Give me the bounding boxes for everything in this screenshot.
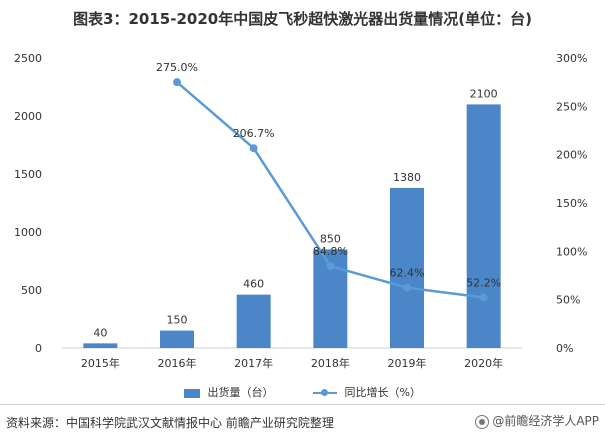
growth-point bbox=[249, 144, 258, 153]
legend-bar-swatch bbox=[184, 388, 201, 398]
growth-value-label: 84.8% bbox=[313, 245, 348, 258]
bar-value-label: 2100 bbox=[470, 87, 498, 100]
y-right-tick-label: 0% bbox=[556, 342, 573, 355]
legend-line-marker bbox=[313, 389, 338, 396]
y-left-tick-label: 2500 bbox=[14, 52, 42, 65]
x-tick-label: 2018年 bbox=[311, 356, 350, 370]
combo-chart: 0 500 1000 1500 2000 2500 0% 50% 100% 150% 200% 250… bbox=[14, 52, 587, 370]
y-right-tick-label: 200% bbox=[556, 149, 587, 162]
y-left-tick-label: 2000 bbox=[14, 110, 42, 123]
growth-value-label: 62.4% bbox=[390, 267, 425, 280]
watermark-logo-icon bbox=[475, 414, 490, 429]
growth-value-label: 275.0% bbox=[156, 61, 198, 74]
growth-point bbox=[403, 283, 411, 292]
chart-title: 图表3：2015-2020年中国皮飞秒超快激光器出货量情况(单位：台) bbox=[73, 10, 532, 28]
bar-value-label: 40 bbox=[93, 326, 107, 339]
x-tick-label: 2017年 bbox=[234, 356, 273, 370]
growth-point bbox=[479, 293, 488, 302]
legend-line-label: 同比增长（%） bbox=[344, 386, 421, 399]
legend-item-line: 同比增长（%） bbox=[313, 384, 421, 400]
y-left-tick-label: 500 bbox=[21, 284, 42, 297]
watermark: @前瞻经济学人APP bbox=[475, 412, 599, 429]
x-tick-label: 2015年 bbox=[81, 356, 120, 370]
bar-value-label: 1380 bbox=[393, 171, 421, 184]
y-right-tick-label: 250% bbox=[556, 100, 587, 113]
y-right-tick-label: 50% bbox=[556, 294, 580, 307]
bar-value-label: 150 bbox=[167, 314, 188, 327]
growth-value-label: 206.7% bbox=[233, 127, 275, 140]
watermark-text: @前瞻经济学人APP bbox=[492, 414, 599, 428]
bar bbox=[390, 187, 424, 348]
bar bbox=[466, 104, 501, 349]
footer-divider bbox=[0, 404, 605, 405]
legend: 出货量（台） 同比增长（%） bbox=[0, 384, 605, 400]
y-left-tick-label: 0 bbox=[35, 342, 42, 355]
bar-value-label: 850 bbox=[320, 232, 341, 245]
y-right-tick-label: 300% bbox=[556, 52, 587, 65]
growth-point bbox=[173, 78, 181, 87]
growth-point bbox=[326, 262, 335, 271]
legend-item-bar: 出货量（台） bbox=[184, 384, 274, 400]
legend-bar-label: 出货量（台） bbox=[207, 386, 274, 399]
x-tick-label: 2020年 bbox=[464, 356, 503, 370]
y-right-tick-label: 150% bbox=[556, 197, 587, 210]
growth-value-label: 52.2% bbox=[466, 277, 501, 290]
source-note: 资料来源：中国科学院武汉文献情报中心 前瞻产业研究院整理 bbox=[6, 416, 334, 430]
bar bbox=[236, 294, 271, 348]
bar-value-label: 460 bbox=[243, 278, 264, 291]
x-tick-label: 2016年 bbox=[158, 356, 197, 370]
bar bbox=[83, 343, 118, 348]
bar bbox=[160, 330, 194, 348]
y-left-tick-label: 1000 bbox=[14, 226, 42, 239]
y-left-tick-label: 1500 bbox=[14, 168, 42, 181]
y-right-tick-label: 100% bbox=[556, 245, 587, 258]
x-tick-label: 2019年 bbox=[388, 356, 427, 370]
